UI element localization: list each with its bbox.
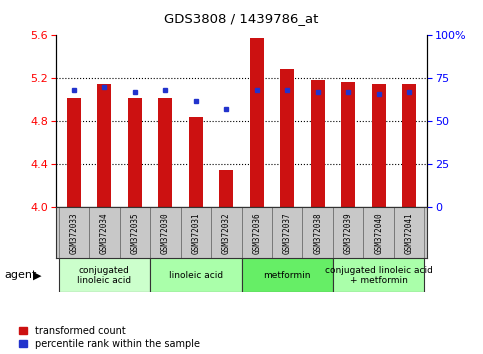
Text: GSM372035: GSM372035: [130, 212, 139, 253]
Bar: [311, 80, 325, 207]
Bar: [189, 117, 203, 207]
Text: GSM372037: GSM372037: [283, 212, 292, 253]
Bar: [341, 81, 355, 207]
Bar: [242, 258, 333, 292]
Bar: [333, 207, 363, 258]
Bar: [280, 69, 294, 207]
Bar: [250, 38, 264, 207]
Bar: [211, 207, 242, 258]
Bar: [150, 207, 181, 258]
Text: ▶: ▶: [33, 270, 42, 280]
Text: GSM372039: GSM372039: [344, 212, 353, 253]
Legend: transformed count, percentile rank within the sample: transformed count, percentile rank withi…: [19, 326, 200, 349]
Bar: [89, 207, 120, 258]
Text: GSM372038: GSM372038: [313, 212, 322, 253]
Bar: [242, 207, 272, 258]
Text: GSM372032: GSM372032: [222, 212, 231, 253]
Text: GSM372031: GSM372031: [191, 212, 200, 253]
Bar: [158, 98, 172, 207]
Bar: [98, 84, 111, 207]
Bar: [150, 258, 242, 292]
Text: GDS3808 / 1439786_at: GDS3808 / 1439786_at: [164, 12, 319, 25]
Text: GSM372034: GSM372034: [100, 212, 109, 253]
Bar: [333, 258, 425, 292]
Text: linoleic acid: linoleic acid: [169, 271, 223, 280]
Bar: [302, 207, 333, 258]
Bar: [372, 84, 385, 207]
Bar: [58, 258, 150, 292]
Text: GSM372030: GSM372030: [161, 212, 170, 253]
Text: GSM372040: GSM372040: [374, 212, 383, 253]
Text: GSM372041: GSM372041: [405, 212, 413, 253]
Bar: [58, 207, 89, 258]
Bar: [120, 207, 150, 258]
Text: conjugated linoleic acid
+ metformin: conjugated linoleic acid + metformin: [325, 266, 433, 285]
Bar: [272, 207, 302, 258]
Text: GSM372036: GSM372036: [252, 212, 261, 253]
Text: conjugated
linoleic acid: conjugated linoleic acid: [77, 266, 131, 285]
Bar: [363, 207, 394, 258]
Bar: [394, 207, 425, 258]
Bar: [181, 207, 211, 258]
Bar: [128, 98, 142, 207]
Bar: [219, 170, 233, 207]
Text: GSM372033: GSM372033: [70, 212, 78, 253]
Bar: [402, 84, 416, 207]
Text: metformin: metformin: [264, 271, 311, 280]
Bar: [67, 98, 81, 207]
Text: agent: agent: [5, 270, 37, 280]
